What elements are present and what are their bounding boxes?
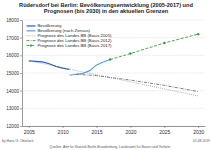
grid bbox=[22, 20, 205, 126]
y-axis: 12000 13000 14000 15000 16000 17000 18000 bbox=[6, 18, 22, 129]
legend-swatch bbox=[27, 25, 36, 26]
x-tick: 2030 bbox=[193, 126, 204, 135]
y-tick-label: 18000 bbox=[6, 18, 19, 23]
x-tick-label: 2015 bbox=[91, 129, 102, 135]
y-tick-mark bbox=[20, 20, 22, 21]
y-tick: 17000 bbox=[6, 36, 22, 41]
legend-swatch bbox=[27, 45, 36, 46]
series-marker bbox=[163, 42, 165, 44]
x-tick-label: 2005 bbox=[24, 129, 35, 135]
y-tick: 15000 bbox=[6, 71, 22, 76]
annotation: Quellen: Amt für Statistik Berlin-Brande… bbox=[50, 145, 172, 149]
series-marker bbox=[109, 58, 111, 60]
y-tick: 13000 bbox=[6, 106, 22, 111]
y-tick: 18000 bbox=[6, 18, 22, 23]
x-tick: 2010 bbox=[58, 126, 69, 135]
y-tick-mark bbox=[20, 126, 22, 127]
y-tick-mark bbox=[20, 91, 22, 92]
y-tick-label: 17000 bbox=[6, 36, 19, 41]
y-tick-mark bbox=[20, 38, 22, 39]
legend-marker bbox=[30, 44, 32, 46]
series-line bbox=[69, 60, 110, 76]
legend-box bbox=[25, 23, 113, 49]
title: Rüdersdorf bei Berlin: Bevölkerungsentwi… bbox=[19, 2, 193, 14]
x-tick-mark bbox=[29, 126, 30, 128]
x-tick-mark bbox=[198, 126, 199, 128]
x-axis: 2005 2010 2015 2020 2025 2030 bbox=[23, 126, 206, 135]
legend-entry: Prognose des Landes BB (Basis 2017) bbox=[27, 43, 113, 48]
series-line bbox=[29, 61, 198, 96]
series-line bbox=[110, 34, 198, 59]
annotation: 01.08.2019 bbox=[193, 139, 210, 143]
x-tick-mark bbox=[164, 126, 165, 128]
y-tick: 16000 bbox=[6, 53, 22, 58]
y-axis-line bbox=[22, 21, 23, 127]
series-marker bbox=[129, 52, 131, 54]
x-tick-mark bbox=[63, 126, 64, 128]
legend-swatch bbox=[27, 40, 36, 41]
y-tick-label: 16000 bbox=[6, 53, 19, 58]
grid-line bbox=[22, 90, 205, 91]
x-tick-label: 2025 bbox=[159, 129, 170, 135]
y-tick-mark bbox=[20, 55, 22, 56]
grid-line bbox=[22, 20, 205, 21]
x-tick: 2020 bbox=[125, 126, 136, 135]
y-tick: 14000 bbox=[6, 89, 22, 94]
series-line bbox=[76, 74, 198, 91]
y-tick-mark bbox=[20, 73, 22, 74]
x-tick: 2005 bbox=[24, 126, 35, 135]
x-tick: 2015 bbox=[91, 126, 102, 135]
legend-swatch bbox=[27, 35, 36, 36]
x-tick: 2025 bbox=[159, 126, 170, 135]
x-tick-label: 2030 bbox=[193, 129, 204, 135]
legend-label: Prognose des Landes BB (Basis 2017) bbox=[38, 43, 113, 48]
chart: Rüdersdorf bei Berlin: Bevölkerungsentwi… bbox=[0, 0, 212, 150]
grid-line bbox=[22, 108, 205, 109]
x-axis-line bbox=[23, 126, 206, 127]
x-tick-mark bbox=[97, 126, 98, 128]
y-tick-label: 15000 bbox=[6, 71, 19, 76]
plot-area bbox=[29, 33, 200, 96]
y-tick: 12000 bbox=[6, 124, 22, 129]
x-tick-mark bbox=[130, 126, 131, 128]
grid-line bbox=[22, 73, 205, 74]
x-tick-label: 2020 bbox=[125, 129, 136, 135]
y-tick-mark bbox=[20, 108, 22, 109]
grid-line bbox=[22, 55, 205, 56]
legend-swatch bbox=[27, 30, 36, 31]
annotation: by Hans G. Oberlack bbox=[2, 139, 34, 143]
series-marker bbox=[197, 33, 199, 35]
grid-line bbox=[22, 126, 205, 127]
y-tick-label: 14000 bbox=[6, 89, 19, 94]
y-tick-label: 12000 bbox=[6, 124, 19, 129]
legend: BevölkerungBevölkerung (nach Zensus)Prog… bbox=[25, 23, 113, 49]
x-tick-label: 2010 bbox=[58, 129, 69, 135]
y-tick-label: 13000 bbox=[6, 106, 19, 111]
